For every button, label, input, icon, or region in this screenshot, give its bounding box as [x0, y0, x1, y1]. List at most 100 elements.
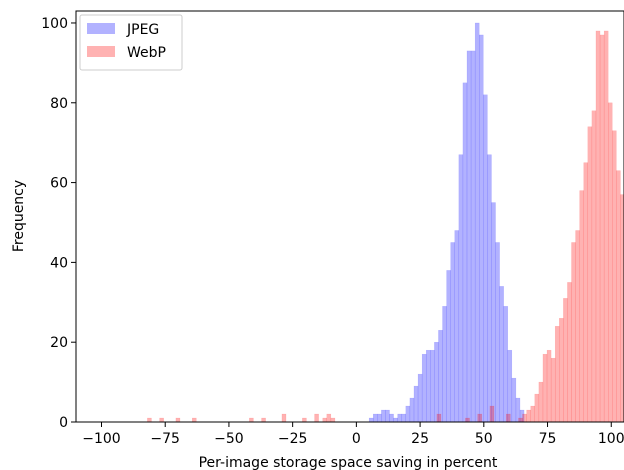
bar-jpeg	[426, 349, 431, 423]
bar-jpeg	[372, 413, 378, 423]
bar-webp	[563, 298, 568, 423]
x-tick-label: 50	[475, 431, 493, 447]
bar-jpeg	[401, 413, 407, 423]
x-tick-label: 25	[411, 431, 429, 447]
bar-webp	[587, 126, 593, 423]
bar-webp	[465, 417, 470, 423]
legend-box	[79, 14, 183, 71]
bar-webp	[530, 405, 535, 423]
bar-jpeg	[421, 353, 427, 423]
bar-jpeg	[430, 349, 435, 423]
bar-webp	[436, 413, 442, 423]
bar-webp	[249, 417, 254, 423]
bar-jpeg	[462, 82, 468, 423]
bar-jpeg	[434, 341, 439, 423]
legend-label-jpeg: JPEG	[126, 22, 159, 38]
y-tick-label: 40	[50, 255, 68, 271]
series-webp	[147, 30, 624, 423]
bar-webp	[595, 30, 601, 423]
bar-webp	[607, 102, 613, 423]
bar-jpeg	[438, 330, 443, 423]
bar-webp	[326, 413, 332, 423]
legend-swatch-webp	[87, 46, 115, 57]
bar-webp	[477, 413, 482, 423]
bar-jpeg	[454, 230, 460, 423]
bar-jpeg	[405, 405, 411, 423]
x-tick-label: −50	[214, 431, 244, 447]
legend: JPEG WebP	[79, 14, 183, 71]
bar-webp	[583, 162, 589, 423]
bar-jpeg	[470, 50, 476, 423]
bar-webp	[534, 393, 540, 423]
bar-webp	[314, 413, 319, 423]
bar-jpeg	[409, 397, 415, 423]
x-tick-label: 75	[539, 431, 557, 447]
bar-webp	[550, 357, 556, 423]
bar-jpeg	[377, 413, 382, 423]
bar-webp	[567, 282, 572, 423]
bar-webp	[192, 417, 197, 423]
x-tick-label: −25	[278, 431, 308, 447]
bar-jpeg	[507, 349, 513, 423]
bars-layer	[147, 22, 624, 423]
bar-webp	[261, 417, 266, 423]
y-tick-label: 60	[50, 176, 68, 192]
y-tick-label: 80	[50, 96, 68, 112]
bar-jpeg	[389, 413, 394, 423]
x-axis: −100 −75 −50 −25 0 25 50 75 100	[82, 422, 624, 447]
bar-webp	[522, 413, 527, 423]
bar-jpeg	[466, 50, 472, 423]
bar-jpeg	[413, 385, 419, 423]
bar-webp	[526, 409, 531, 423]
bar-jpeg	[483, 94, 488, 423]
bar-jpeg	[499, 286, 504, 423]
bar-webp	[579, 190, 584, 423]
bar-webp	[575, 230, 580, 423]
y-tick-label: 0	[59, 415, 68, 431]
x-tick-label: 0	[352, 431, 361, 447]
y-tick-label: 100	[41, 16, 68, 32]
bar-webp	[546, 349, 552, 423]
bar-jpeg	[495, 242, 500, 423]
bar-webp	[506, 413, 511, 423]
y-axis: 0 20 40 60 80 100	[41, 16, 76, 431]
bar-jpeg	[442, 306, 447, 423]
bar-jpeg	[511, 377, 517, 423]
bar-jpeg	[381, 409, 386, 423]
bar-jpeg	[503, 306, 508, 423]
bar-webp	[559, 318, 564, 423]
bar-jpeg	[397, 413, 402, 423]
x-tick-label: −100	[82, 431, 120, 447]
bar-jpeg	[446, 270, 451, 423]
x-tick-label: 100	[598, 431, 624, 447]
bar-webp	[175, 417, 181, 423]
x-axis-label: Per-image storage space saving in percen…	[199, 455, 498, 470]
bar-webp	[489, 405, 495, 423]
bar-webp	[330, 417, 336, 423]
bar-jpeg	[479, 34, 484, 423]
bar-webp	[518, 417, 523, 423]
bar-jpeg	[385, 409, 390, 423]
bar-jpeg	[393, 417, 398, 423]
plot-frame	[75, 10, 624, 423]
series-jpeg	[368, 22, 525, 423]
bar-webp	[302, 417, 307, 423]
bar-jpeg	[450, 242, 455, 423]
legend-swatch-jpeg	[87, 23, 115, 34]
bar-webp	[620, 194, 624, 423]
bar-webp	[281, 413, 287, 423]
bar-webp	[603, 30, 609, 423]
bar-jpeg	[458, 154, 464, 423]
bar-jpeg	[368, 417, 374, 423]
x-tick-label: −75	[150, 431, 180, 447]
bar-webp	[554, 326, 560, 423]
y-axis-label: Frequency	[11, 180, 27, 252]
y-tick-label: 20	[50, 335, 68, 351]
bar-jpeg	[491, 202, 496, 423]
bar-webp	[322, 417, 328, 423]
bar-webp	[591, 110, 597, 423]
bar-webp	[542, 353, 548, 423]
bar-webp	[612, 130, 617, 423]
